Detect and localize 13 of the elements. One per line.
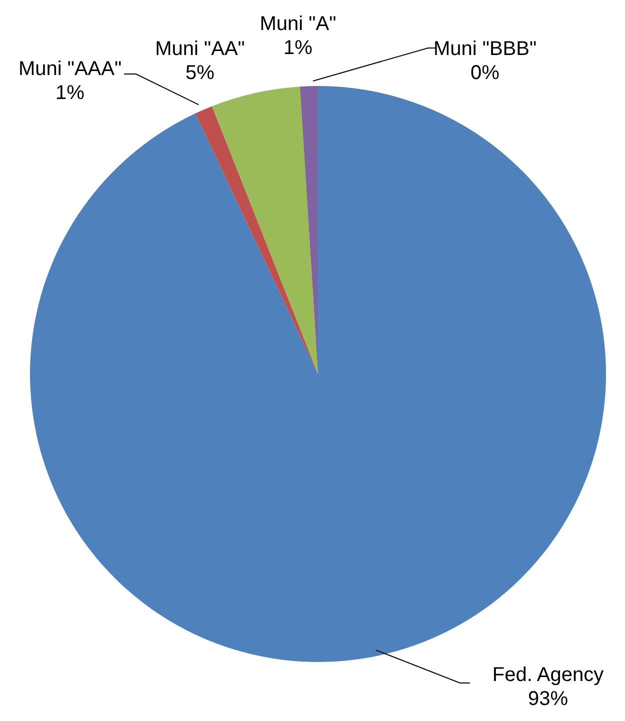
pie-slice xyxy=(30,86,606,662)
slice-label: Muni "AA" xyxy=(155,38,245,60)
data-label: 1% xyxy=(284,37,313,59)
pie-slice xyxy=(212,86,318,374)
category-label: Muni "BBB" xyxy=(433,38,537,60)
slice-label: Muni "AAA" xyxy=(18,58,122,80)
data-label: 5% xyxy=(186,62,215,84)
data-label: 93% xyxy=(528,688,568,710)
slice-label: Muni "A" xyxy=(260,13,336,35)
text: 0% xyxy=(470,62,500,84)
slice-label: Fed. Agency xyxy=(492,664,604,686)
pie-slice xyxy=(195,106,318,374)
data-label: 1% xyxy=(56,82,85,104)
